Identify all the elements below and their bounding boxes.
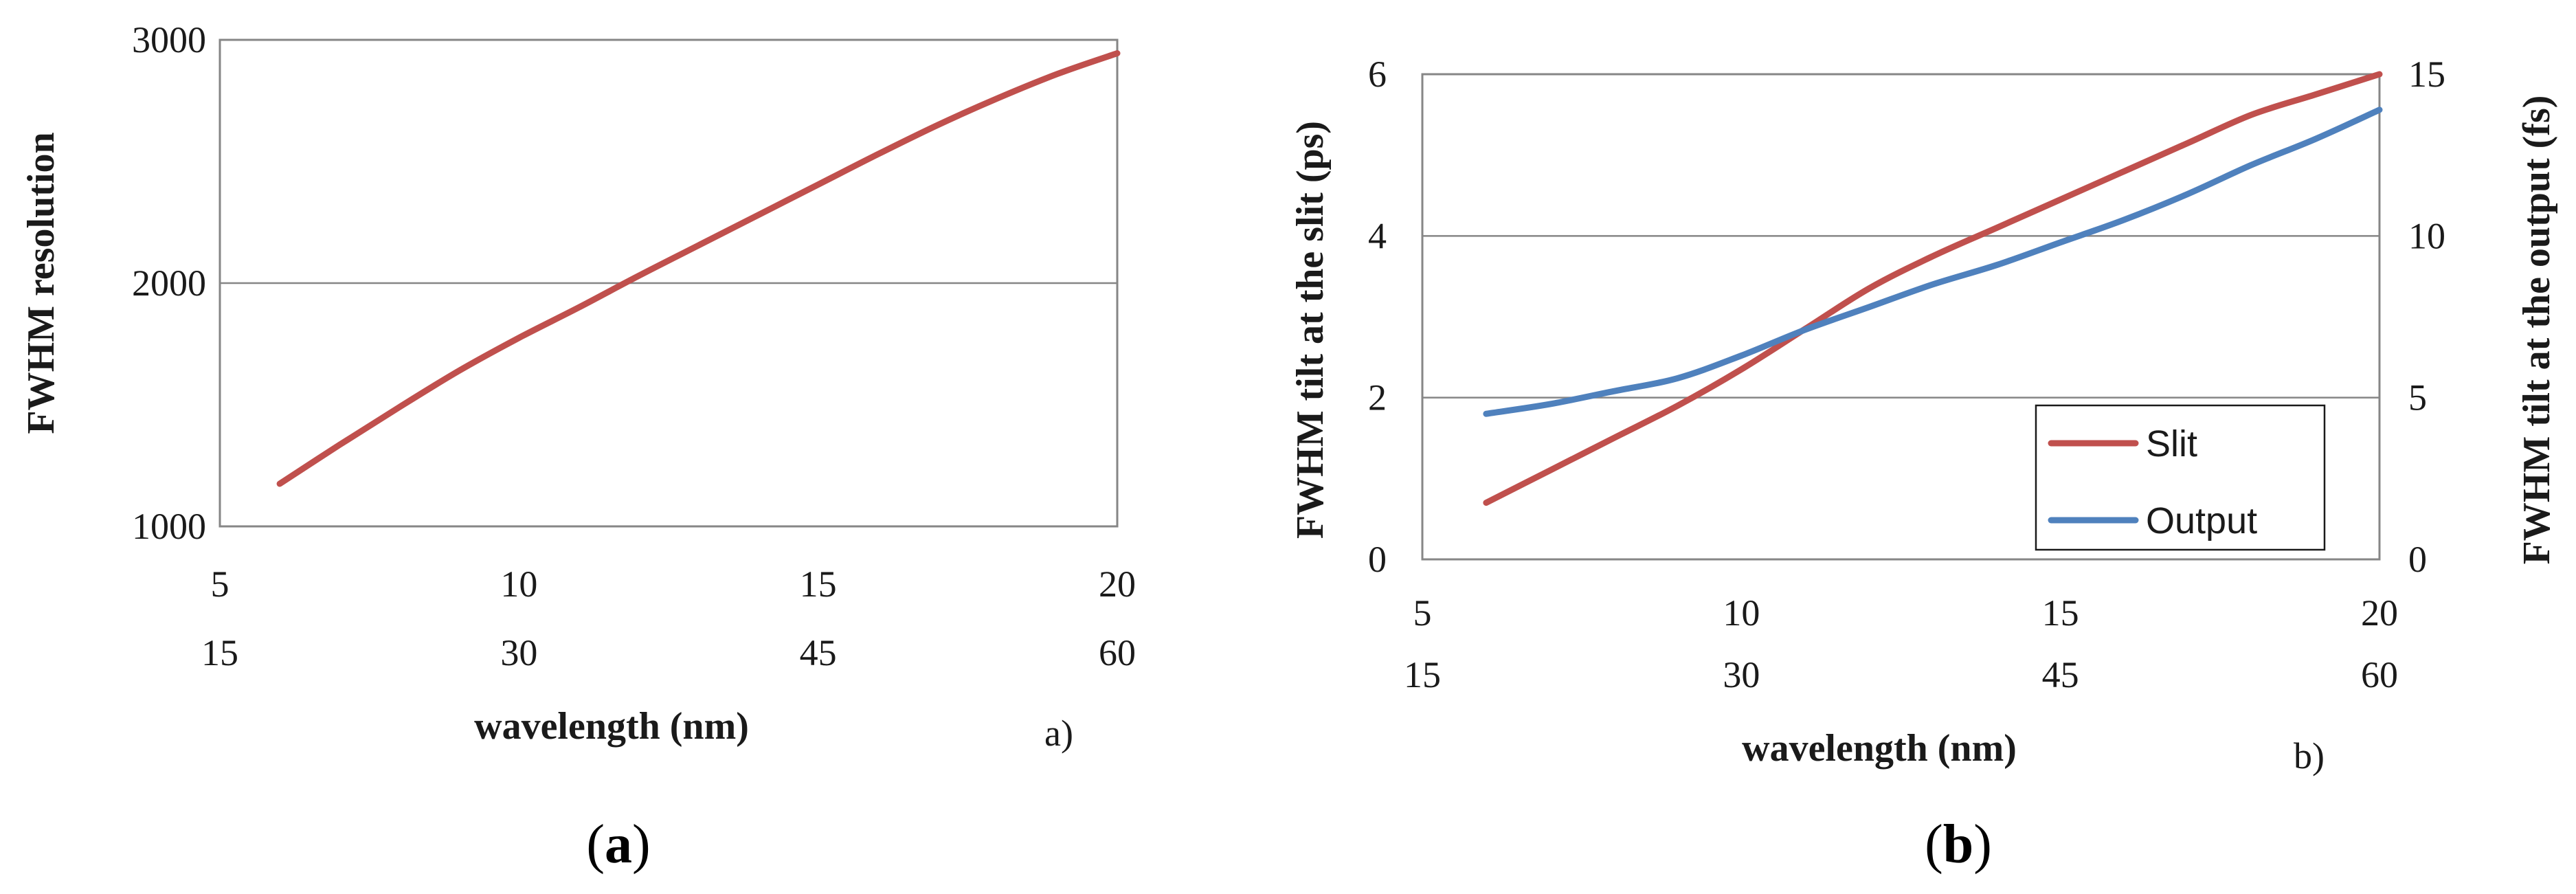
- y-tick-label: 2000: [132, 262, 206, 304]
- x-tick-label-secondary: 15: [1404, 654, 1441, 695]
- x-tick-label: 15: [2042, 592, 2079, 634]
- y-tick-label: 1000: [132, 506, 206, 547]
- annotation-a: a): [1044, 713, 1073, 754]
- x-tick-label: 15: [800, 563, 837, 605]
- y2-tick-label: 0: [2408, 539, 2427, 580]
- x-tick-label: 20: [1099, 563, 1136, 605]
- panel-letter-a: a: [605, 814, 632, 875]
- chart-a: 1000 2000 3000 5 15 10 30 15 45 20 60 FWHM resolu…: [20, 19, 1136, 754]
- y2-tick-label: 15: [2408, 54, 2445, 95]
- x-tick-label-secondary: 60: [1099, 632, 1136, 673]
- x-axis-title-b: wavelength (nm): [1742, 727, 2017, 770]
- annotation-b: b): [2294, 735, 2325, 776]
- y2-axis-title-b: FWHM tilt at the output (fs): [2516, 96, 2558, 565]
- x-tick-label-secondary: 45: [800, 632, 837, 673]
- panel-letter-b: b: [1943, 814, 1974, 875]
- y-tick-label: 6: [1368, 54, 1387, 95]
- panel-label-a: (a): [586, 814, 650, 875]
- x-tick-label: 5: [211, 563, 229, 605]
- series-line-a-0: [276, 50, 1121, 487]
- series-line-output: [1483, 107, 2383, 417]
- y-tick-label: 0: [1368, 539, 1387, 580]
- y-tick-label: 4: [1368, 215, 1387, 256]
- legend-box: [2035, 404, 2326, 551]
- svg-text:(b): (b): [1925, 814, 1992, 875]
- legend-b: Slit Output: [2035, 404, 2326, 551]
- x-tick-label-secondary: 15: [201, 632, 238, 673]
- x-tick-label-secondary: 30: [1723, 654, 1760, 695]
- y2-tick-label: 5: [2408, 377, 2427, 418]
- panel-label-b: (b): [1925, 814, 1992, 875]
- legend-label-slit: Slit: [2146, 423, 2197, 465]
- x-tick-label-secondary: 60: [2361, 654, 2398, 695]
- y-tick-label: 3000: [132, 19, 206, 60]
- legend-label-output: Output: [2146, 500, 2257, 541]
- x-axis-title-a: wavelength (nm): [474, 705, 749, 748]
- y-axis-title-a: FWHM resolution: [20, 132, 63, 434]
- x-tick-label-secondary: 30: [500, 632, 537, 673]
- y-tick-label: 2: [1368, 377, 1387, 418]
- x-tick-label: 10: [500, 563, 537, 605]
- y2-tick-label: 10: [2408, 215, 2445, 256]
- y-axis-title-b: FWHM tilt at the slit (ps): [1289, 121, 1332, 539]
- x-tick-label: 20: [2361, 592, 2398, 634]
- svg-text:(a): (a): [586, 814, 650, 875]
- x-tick-label-secondary: 45: [2042, 654, 2079, 695]
- x-tick-label: 5: [1413, 592, 1432, 634]
- series-line-slit: [1483, 71, 2383, 506]
- x-tick-label: 10: [1723, 592, 1760, 634]
